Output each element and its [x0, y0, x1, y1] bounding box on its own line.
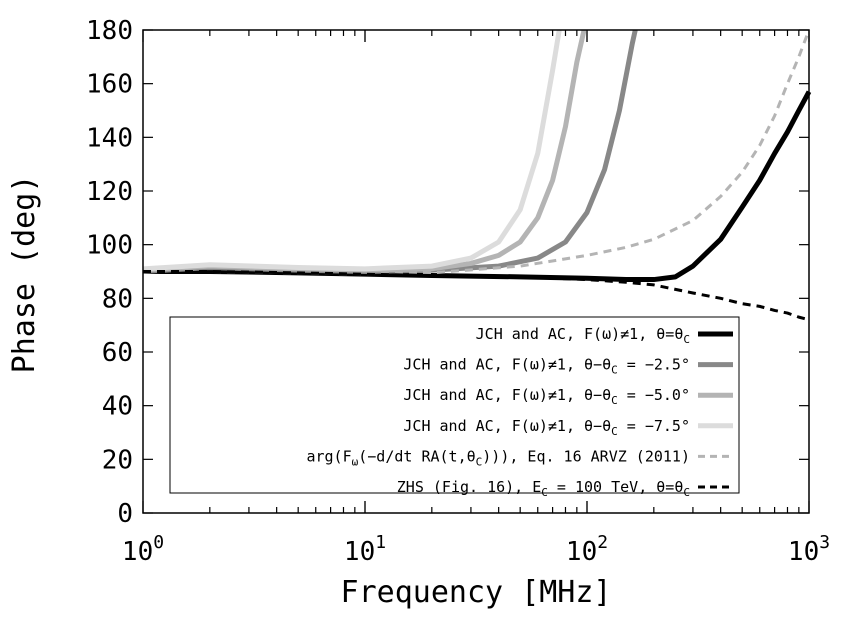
y-tick-label: 60	[102, 338, 133, 368]
legend-label-4: JCH and AC, F(ω)≠1, θ−θC = −7.5°	[403, 417, 690, 438]
y-tick-labels: 0 20 40 60 80 100 120 140 160 180	[86, 16, 133, 529]
y-tick-label: 80	[102, 284, 133, 314]
legend-label-2: JCH and AC, F(ω)≠1, θ−θC = −2.5°	[403, 356, 690, 377]
x-axis-title: Frequency [MHz]	[341, 575, 612, 610]
y-tick-label: 40	[102, 392, 133, 422]
series-lines	[142, 29, 812, 322]
plot-frame	[142, 29, 810, 514]
series-line-4	[142, 29, 562, 272]
y-tick-label: 0	[117, 499, 133, 529]
legend-box	[169, 316, 740, 494]
legend: JCH and AC, F(ω)≠1, θ=θC JCH and AC, F(ω)…	[169, 316, 740, 499]
y-tick-label: 20	[102, 445, 133, 475]
x-tick-label: 101	[344, 532, 386, 567]
x-tick-labels: 100 101 102 103	[122, 532, 830, 567]
legend-label-5: arg(Fω(−d/dt RA(t,θC))), Eq. 16 ARVZ (20…	[306, 447, 690, 468]
series-line-6	[143, 270, 810, 322]
legend-label-1: JCH and AC, F(ω)≠1, θ=θC	[476, 325, 690, 346]
y-axis-title: Phase (deg)	[7, 175, 42, 374]
y-tick-label: 100	[86, 231, 133, 261]
series-clip-group	[142, 29, 812, 322]
series-line-3	[142, 29, 587, 273]
y-tick-label: 140	[86, 123, 133, 153]
legend-label-6: ZHS (Fig. 16), EC = 100 TeV, θ=θC	[397, 478, 690, 499]
x-tick-label: 102	[566, 532, 608, 567]
y-tick-label: 160	[86, 70, 133, 100]
y-tick-label: 180	[86, 16, 133, 46]
series-line-1	[143, 90, 812, 283]
series-line-5	[143, 29, 811, 276]
legend-label-3: JCH and AC, F(ω)≠1, θ−θC = −5.0°	[403, 386, 690, 407]
tick-marks	[142, 29, 810, 514]
x-tick-label: 100	[122, 532, 164, 567]
x-tick-label: 103	[788, 532, 830, 567]
y-tick-label: 120	[86, 177, 133, 207]
